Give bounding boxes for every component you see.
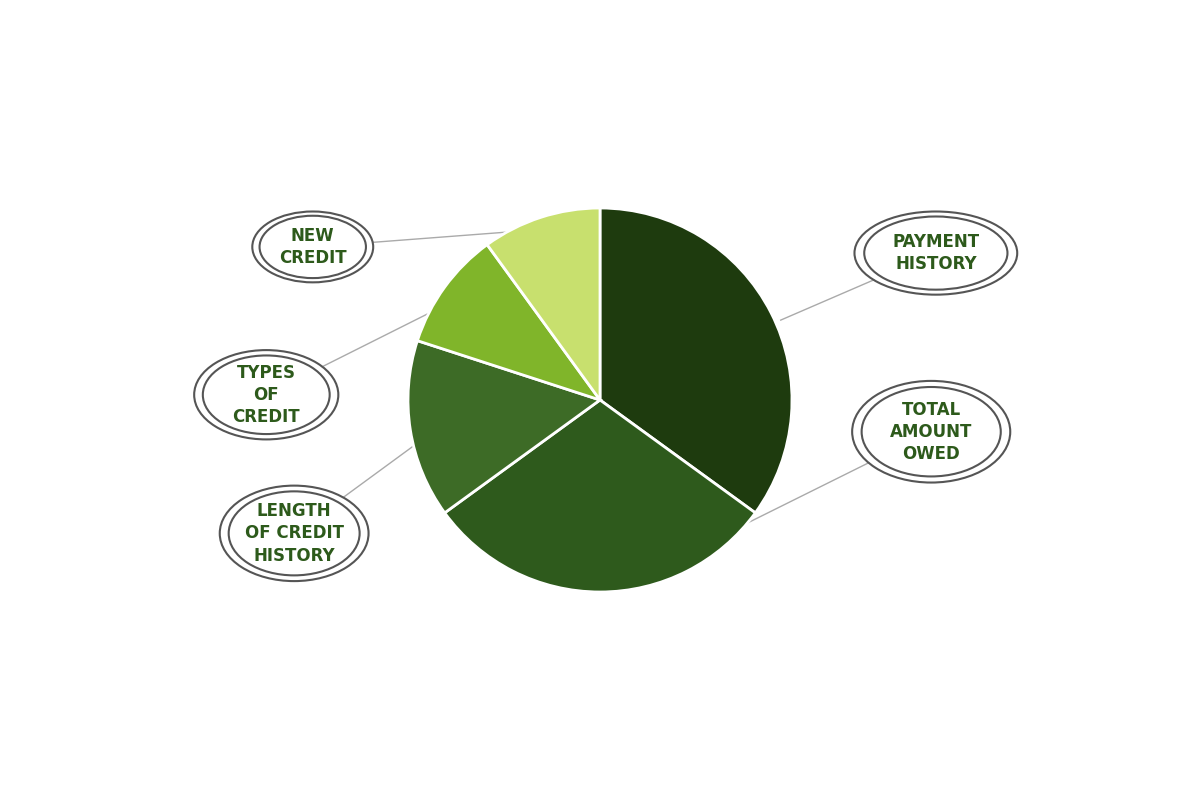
Text: LENGTH
OF CREDIT
HISTORY: LENGTH OF CREDIT HISTORY bbox=[245, 502, 343, 565]
Text: 10%: 10% bbox=[494, 327, 560, 355]
Text: PAYMENT
HISTORY: PAYMENT HISTORY bbox=[893, 233, 979, 273]
Wedge shape bbox=[418, 245, 600, 400]
Text: 10%: 10% bbox=[548, 288, 614, 316]
Wedge shape bbox=[600, 208, 792, 513]
Text: 30%: 30% bbox=[582, 497, 648, 525]
Text: 35%: 35% bbox=[678, 342, 744, 370]
Wedge shape bbox=[408, 341, 600, 513]
Text: TOTAL
AMOUNT
OWED: TOTAL AMOUNT OWED bbox=[890, 401, 972, 463]
Wedge shape bbox=[445, 400, 755, 592]
Text: NEW
CREDIT: NEW CREDIT bbox=[278, 227, 347, 267]
Text: 15%: 15% bbox=[475, 406, 541, 434]
Text: TYPES
OF
CREDIT: TYPES OF CREDIT bbox=[233, 363, 300, 426]
Wedge shape bbox=[487, 208, 600, 400]
